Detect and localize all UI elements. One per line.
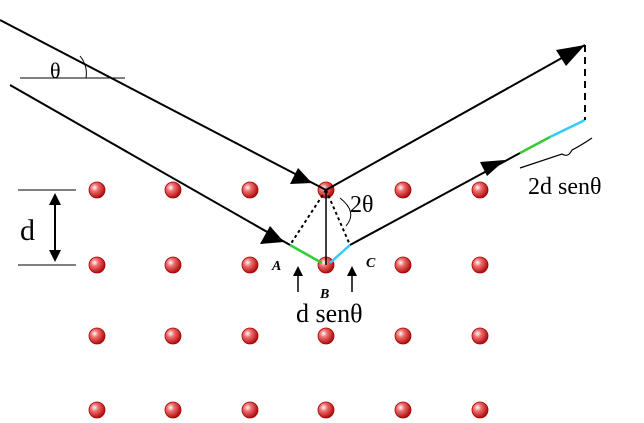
atom <box>242 257 258 273</box>
atom <box>89 257 105 273</box>
atom <box>165 402 181 418</box>
atom <box>395 257 411 273</box>
path-segment <box>290 245 322 263</box>
point-c: C <box>366 256 376 271</box>
incident-ray <box>0 20 326 190</box>
angle-arc <box>80 56 86 78</box>
atom <box>472 257 488 273</box>
atom <box>242 182 258 198</box>
path-difference-label: d senθ <box>296 299 363 328</box>
path-segment <box>550 120 585 137</box>
path-segment <box>330 245 350 263</box>
d-label: d <box>20 214 35 247</box>
arrowhead <box>556 45 585 66</box>
atom <box>395 182 411 198</box>
path-segment <box>520 137 550 153</box>
incident-ray <box>10 85 290 245</box>
arrowhead <box>49 193 61 205</box>
arrowhead <box>290 168 312 184</box>
atom <box>472 182 488 198</box>
atom <box>472 328 488 344</box>
atom <box>472 402 488 418</box>
arrowhead <box>260 226 284 244</box>
arrowhead <box>347 266 357 276</box>
reflected-ray <box>326 45 585 190</box>
atom <box>165 257 181 273</box>
atom <box>165 328 181 344</box>
atom <box>242 328 258 344</box>
two-theta-label: 2θ <box>350 192 374 218</box>
atom <box>89 402 105 418</box>
atom <box>318 328 334 344</box>
total-difference-label: 2d senθ <box>528 174 602 200</box>
point-a: A <box>271 259 281 274</box>
atom <box>242 402 258 418</box>
atom <box>318 402 334 418</box>
atom <box>395 328 411 344</box>
atom <box>89 328 105 344</box>
arrowhead <box>293 266 303 276</box>
arrowhead <box>49 250 61 262</box>
brace <box>520 138 592 168</box>
theta-label: θ <box>50 58 61 83</box>
bragg-diagram: θ 2θ d A B C d senθ 2d senθ <box>0 0 644 423</box>
atom <box>165 182 181 198</box>
dotted-line <box>290 190 326 245</box>
lattice <box>89 182 488 418</box>
dotted-line <box>326 190 350 245</box>
atom <box>395 402 411 418</box>
atom <box>89 182 105 198</box>
